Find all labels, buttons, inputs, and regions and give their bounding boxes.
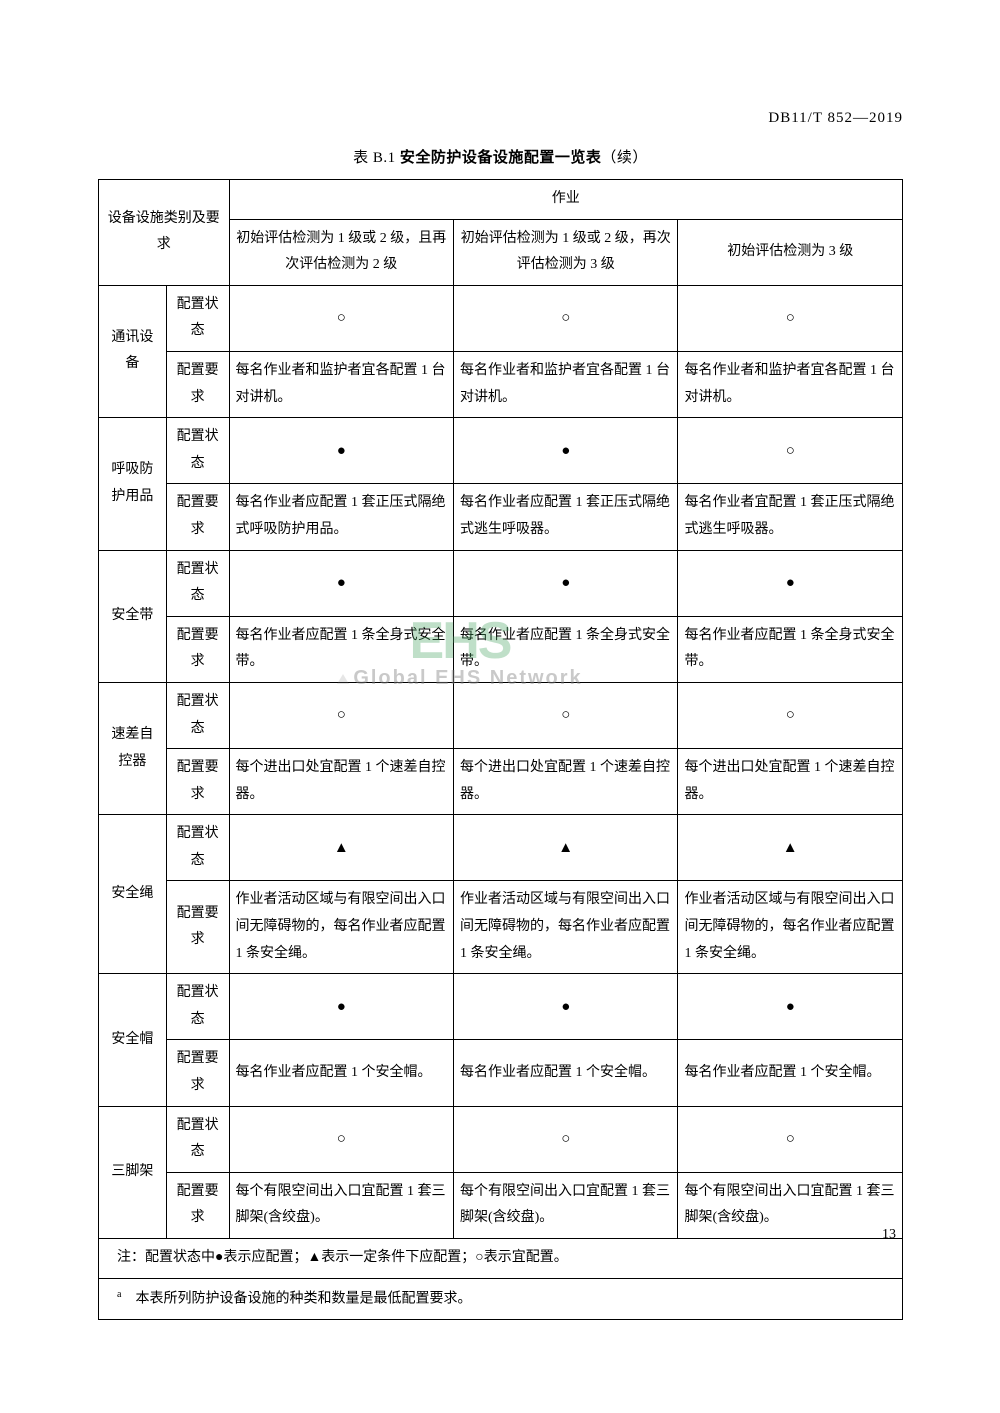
status-cell: ▲: [229, 815, 453, 881]
status-cell: ●: [453, 418, 677, 484]
sub-status-label: 配置状态: [166, 974, 229, 1040]
req-cell: 每名作业者应配置 1 套正压式隔绝式逃生呼吸器。: [453, 484, 677, 550]
header-op1: 初始评估检测为 1 级或 2 级，且再次评估检测为 2 级: [229, 219, 453, 285]
table-footnote: a 本表所列防护设备设施的种类和数量是最低配置要求。: [99, 1278, 903, 1319]
sub-status-label: 配置状态: [166, 285, 229, 351]
table-note: 注：配置状态中●表示应配置；▲表示一定条件下应配置；○表示宜配置。: [99, 1239, 903, 1279]
req-cell: 每名作业者宜配置 1 套正压式隔绝式逃生呼吸器。: [678, 484, 903, 550]
status-cell: ○: [229, 682, 453, 748]
status-cell: ○: [678, 1106, 903, 1172]
req-cell: 每名作业者应配置 1 条全身式安全带。: [453, 616, 677, 682]
page-number: 13: [882, 1227, 896, 1243]
req-cell: 每名作业者和监护者宜各配置 1 台对讲机。: [229, 351, 453, 417]
row-name: 安全绳: [99, 815, 167, 974]
sub-req-label: 配置要求: [166, 351, 229, 417]
status-cell: ○: [678, 285, 903, 351]
status-cell: ○: [678, 682, 903, 748]
row-name: 呼吸防护用品: [99, 418, 167, 550]
req-cell: 作业者活动区域与有限空间出入口间无障碍物的，每名作业者应配置 1 条安全绳。: [678, 881, 903, 974]
header-op3: 初始评估检测为 3 级: [678, 219, 903, 285]
title-suffix: （续）: [601, 150, 648, 166]
status-cell: ●: [229, 974, 453, 1040]
row-name: 通讯设备: [99, 285, 167, 417]
req-cell: 每个进出口处宜配置 1 个速差自控器。: [453, 749, 677, 815]
sub-status-label: 配置状态: [166, 682, 229, 748]
req-cell: 每个有限空间出入口宜配置 1 套三脚架(含绞盘)。: [453, 1172, 677, 1238]
sub-status-label: 配置状态: [166, 418, 229, 484]
req-cell: 作业者活动区域与有限空间出入口间无障碍物的，每名作业者应配置 1 条安全绳。: [229, 881, 453, 974]
header-category: 设备设施类别及要求: [99, 180, 230, 286]
status-cell: ●: [453, 550, 677, 616]
header-op2: 初始评估检测为 1 级或 2 级，再次评估检测为 3 级: [453, 219, 677, 285]
status-cell: ○: [229, 1106, 453, 1172]
row-name: 速差自控器: [99, 682, 167, 814]
status-cell: ●: [229, 418, 453, 484]
status-cell: ●: [678, 974, 903, 1040]
status-cell: ○: [678, 418, 903, 484]
req-cell: 每个进出口处宜配置 1 个速差自控器。: [678, 749, 903, 815]
sub-req-label: 配置要求: [166, 1040, 229, 1106]
status-cell: ○: [453, 285, 677, 351]
config-table: 设备设施类别及要求作业初始评估检测为 1 级或 2 级，且再次评估检测为 2 级…: [98, 179, 903, 1320]
status-cell: ○: [229, 285, 453, 351]
row-name: 安全帽: [99, 974, 167, 1106]
status-cell: ○: [453, 682, 677, 748]
status-cell: ▲: [678, 815, 903, 881]
req-cell: 每个有限空间出入口宜配置 1 套三脚架(含绞盘)。: [678, 1172, 903, 1238]
req-cell: 每名作业者应配置 1 个安全帽。: [453, 1040, 677, 1106]
req-cell: 每个有限空间出入口宜配置 1 套三脚架(含绞盘)。: [229, 1172, 453, 1238]
sub-req-label: 配置要求: [166, 1172, 229, 1238]
req-cell: 每名作业者和监护者宜各配置 1 台对讲机。: [678, 351, 903, 417]
req-cell: 每名作业者应配置 1 条全身式安全带。: [229, 616, 453, 682]
sub-req-label: 配置要求: [166, 484, 229, 550]
document-code: DB11/T 852—2019: [768, 110, 903, 127]
row-name: 安全带: [99, 550, 167, 682]
status-cell: ●: [678, 550, 903, 616]
header-operation: 作业: [229, 180, 903, 220]
row-name: 三脚架: [99, 1106, 167, 1238]
sub-status-label: 配置状态: [166, 815, 229, 881]
sub-status-label: 配置状态: [166, 1106, 229, 1172]
status-cell: ▲: [453, 815, 677, 881]
status-cell: ●: [229, 550, 453, 616]
title-main: 安全防护设备设施配置一览表: [400, 150, 602, 166]
table-title: 表 B.1 安全防护设备设施配置一览表（续）: [98, 146, 903, 167]
title-prefix: 表 B.1: [353, 150, 400, 166]
req-cell: 每名作业者应配置 1 条全身式安全带。: [678, 616, 903, 682]
status-cell: ●: [453, 974, 677, 1040]
req-cell: 每名作业者和监护者宜各配置 1 台对讲机。: [453, 351, 677, 417]
req-cell: 每名作业者应配置 1 套正压式隔绝式呼吸防护用品。: [229, 484, 453, 550]
req-cell: 作业者活动区域与有限空间出入口间无障碍物的，每名作业者应配置 1 条安全绳。: [453, 881, 677, 974]
status-cell: ○: [453, 1106, 677, 1172]
sub-req-label: 配置要求: [166, 749, 229, 815]
sub-status-label: 配置状态: [166, 550, 229, 616]
req-cell: 每个进出口处宜配置 1 个速差自控器。: [229, 749, 453, 815]
req-cell: 每名作业者应配置 1 个安全帽。: [229, 1040, 453, 1106]
document-page: DB11/T 852—2019 表 B.1 安全防护设备设施配置一览表（续） 设…: [98, 110, 903, 1320]
req-cell: 每名作业者应配置 1 个安全帽。: [678, 1040, 903, 1106]
sub-req-label: 配置要求: [166, 881, 229, 974]
sub-req-label: 配置要求: [166, 616, 229, 682]
